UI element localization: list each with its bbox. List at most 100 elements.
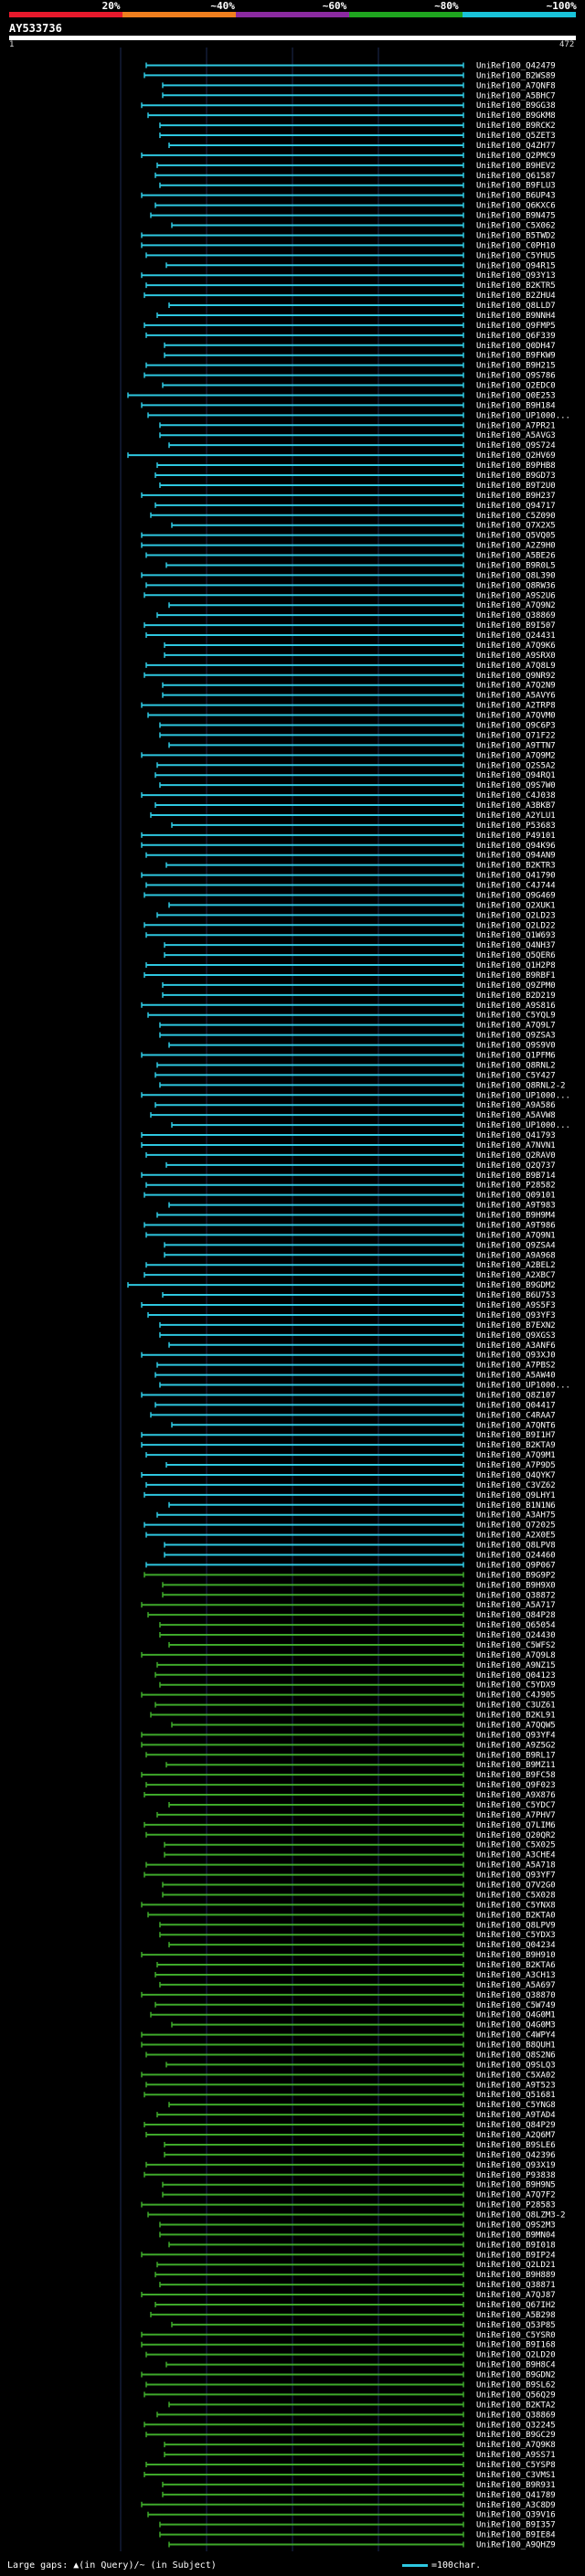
hit-label: UniRef100_Q4QYK7 (476, 1471, 556, 1480)
hit-label: UniRef100_B9HEV2 (476, 162, 556, 171)
hit-label: UniRef100_B9FC58 (476, 1771, 556, 1780)
hit-label: UniRef100_UP1000... (476, 1121, 570, 1130)
hit-label: UniRef100_C5W749 (476, 2001, 556, 2010)
hit-label: UniRef100_Q93X19 (476, 2161, 556, 2170)
hit-label: UniRef100_UP1000... (476, 411, 570, 420)
hit-label: UniRef100_A5AW40 (476, 1372, 556, 1381)
hit-label: UniRef100_C5X062 (476, 222, 556, 231)
hit-label: UniRef100_Q1PFM6 (476, 1052, 556, 1061)
hit-label: UniRef100_Q7LIM6 (476, 1821, 556, 1830)
color-bar-segment (122, 12, 236, 17)
color-bar-segment (9, 12, 122, 17)
hit-label: UniRef100_B9I357 (476, 2521, 556, 2530)
hit-label: UniRef100_B9N475 (476, 212, 556, 221)
hit-label: UniRef100_A7PR21 (476, 421, 556, 430)
hit-label: UniRef100_Q65054 (476, 1621, 556, 1630)
hit-label: UniRef100_B5TWD2 (476, 231, 556, 240)
hit-label: UniRef100_Q7V2G0 (476, 1882, 556, 1891)
hit-label: UniRef100_A7PBS2 (476, 1362, 556, 1371)
hit-label: UniRef100_Q94AN9 (476, 852, 556, 861)
hit-label: UniRef100_C5YNX8 (476, 1901, 556, 1910)
hit-label: UniRef100_Q8L390 (476, 571, 556, 580)
hit-label: UniRef100_Q04417 (476, 1401, 556, 1410)
hit-label: UniRef100_Q9FMP5 (476, 322, 556, 331)
hit-label: UniRef100_Q38872 (476, 1591, 556, 1600)
hit-label: UniRef100_Q0E253 (476, 391, 556, 400)
hit-label: UniRef100_C4RAA7 (476, 1411, 556, 1420)
hit-label: UniRef100_Q71F22 (476, 731, 556, 740)
hit-label: UniRef100_Q84P29 (476, 2121, 556, 2130)
hit-label: UniRef100_Q9ZSA4 (476, 1241, 556, 1250)
hit-label: UniRef100_Q9C6P3 (476, 721, 556, 730)
hit-label: UniRef100_A5A718 (476, 1861, 556, 1871)
hit-label: UniRef100_Q2LD21 (476, 2261, 556, 2270)
hit-label: UniRef100_C5YDX9 (476, 1681, 556, 1691)
hit-label: UniRef100_Q94K96 (476, 842, 556, 851)
hit-label: UniRef100_B9GKM8 (476, 111, 556, 121)
hit-label: UniRef100_A7Q9L7 (476, 1022, 556, 1031)
hit-label: UniRef100_B9MZ11 (476, 1761, 556, 1770)
hit-label: UniRef100_Q4G0M1 (476, 2011, 556, 2020)
hit-label: UniRef100_Q9S7W0 (476, 781, 556, 790)
hit-label: UniRef100_Q93YF4 (476, 1731, 556, 1740)
hit-label: UniRef100_Q9SLQ3 (476, 2061, 556, 2070)
hit-label: UniRef100_C4J744 (476, 882, 556, 891)
hit-label: UniRef100_Q9S786 (476, 372, 556, 381)
hit-label: UniRef100_A9TTN7 (476, 741, 556, 750)
hit-label: UniRef100_Q24431 (476, 631, 556, 641)
hit-label: UniRef100_Q67IH2 (476, 2301, 556, 2310)
hit-label: UniRef100_Q94717 (476, 502, 556, 511)
hit-label: UniRef100_B9I018 (476, 2241, 556, 2250)
hit-label: UniRef100_Q8LPV8 (476, 1542, 556, 1551)
hit-label: UniRef100_UP1000... (476, 1382, 570, 1391)
hit-label: UniRef100_A3AH75 (476, 1511, 556, 1521)
hit-label: UniRef100_Q2LD20 (476, 2351, 556, 2360)
hit-label: UniRef100_B9T2U0 (476, 482, 556, 491)
hit-label: UniRef100_A9NZ15 (476, 1661, 556, 1670)
hit-label: UniRef100_Q5ZET3 (476, 132, 556, 141)
hit-label: UniRef100_A9T523 (476, 2081, 556, 2090)
hit-label: UniRef100_B9H889 (476, 2271, 556, 2280)
hit-label: UniRef100_A9S5F3 (476, 1301, 556, 1310)
hit-label: UniRef100_Q8LZM3-2 (476, 2211, 566, 2221)
hit-label: UniRef100_Q9XGS3 (476, 1331, 556, 1341)
hit-label: UniRef100_Q6KXC6 (476, 202, 556, 211)
hit-label: UniRef100_Q51681 (476, 2091, 556, 2100)
hit-label: UniRef100_Q42396 (476, 2151, 556, 2160)
query-name: AY533736 (9, 22, 62, 35)
hit-label: UniRef100_C3VZ62 (476, 1481, 556, 1490)
scale-label: 20% (101, 0, 121, 12)
hit-label: UniRef100_Q38870 (476, 1991, 556, 2000)
hit-label: UniRef100_A9TAD4 (476, 2111, 556, 2120)
hit-label: UniRef100_Q4NH37 (476, 941, 556, 950)
hit-label: UniRef100_Q4ZH77 (476, 142, 556, 151)
hit-label: UniRef100_Q8RNL2 (476, 1061, 556, 1070)
hit-label: UniRef100_Q93XJ0 (476, 1352, 556, 1361)
hit-label: UniRef100_A7PHV7 (476, 1811, 556, 1820)
scale-label: ~60% (322, 0, 347, 12)
hit-label: UniRef100_B8QUH1 (476, 2041, 556, 2051)
hit-label: UniRef100_A7Q9N1 (476, 1231, 556, 1240)
hit-label: UniRef100_Q72025 (476, 1521, 556, 1531)
hit-label: UniRef100_Q39V16 (476, 2511, 556, 2520)
hit-label: UniRef100_A3BKB7 (476, 801, 556, 811)
hit-label: UniRef100_Q9S2M3 (476, 2221, 556, 2230)
hit-label: UniRef100_Q6F339 (476, 332, 556, 341)
hit-label: UniRef100_B9H9X0 (476, 1581, 556, 1590)
hit-label: UniRef100_B9GC29 (476, 2431, 556, 2440)
hit-label: UniRef100_P53683 (476, 822, 556, 831)
hit-label: UniRef100_A9Z5G2 (476, 1741, 556, 1750)
hit-label: UniRef100_B1N1N6 (476, 1501, 556, 1511)
hit-label: UniRef100_Q93Y13 (476, 271, 556, 281)
hit-label: UniRef100_A2X0E5 (476, 1532, 556, 1541)
hit-label: UniRef100_B9RCK2 (476, 122, 556, 131)
hit-label: UniRef100_Q9G469 (476, 891, 556, 900)
hit-label: UniRef100_Q1W693 (476, 931, 556, 940)
hit-label: UniRef100_B2KTA2 (476, 2401, 556, 2410)
hit-label: UniRef100_A9T986 (476, 1221, 556, 1230)
hit-label: UniRef100_A9A586 (476, 1101, 556, 1110)
hit-label: UniRef100_B9SLE6 (476, 2141, 556, 2150)
hit-label: UniRef100_Q84P28 (476, 1611, 556, 1620)
hit-label: UniRef100_A7QVM0 (476, 712, 556, 721)
ruler-start: 1 (9, 40, 15, 49)
